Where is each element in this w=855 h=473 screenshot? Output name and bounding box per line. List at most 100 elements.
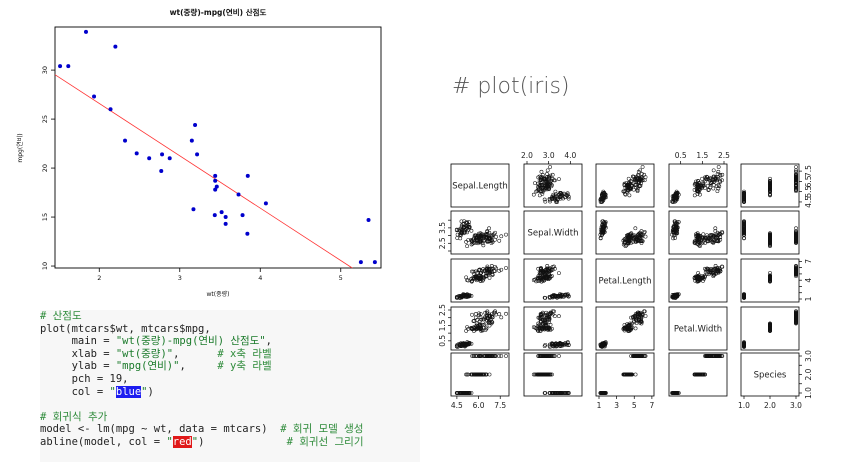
pairs-point bbox=[464, 328, 469, 333]
pairs-point bbox=[543, 391, 548, 395]
pairs-point bbox=[637, 180, 641, 184]
scatter-point bbox=[236, 192, 241, 197]
pairs-point bbox=[629, 240, 633, 245]
pairs-point bbox=[469, 228, 474, 233]
pairs-point bbox=[472, 329, 476, 333]
pairs-point bbox=[716, 270, 721, 274]
pairs-point bbox=[768, 275, 772, 280]
pairs-point bbox=[794, 165, 798, 169]
pairs-point bbox=[540, 180, 545, 184]
pairs-axis-tick-label: 2.5 bbox=[718, 151, 730, 160]
pairs-point bbox=[483, 328, 488, 332]
pairs-point bbox=[634, 182, 638, 187]
pairs-point bbox=[540, 354, 545, 358]
scatter-x-tick-label: 3 bbox=[178, 274, 182, 282]
pairs-point bbox=[638, 354, 643, 358]
pairs-point bbox=[600, 223, 605, 228]
pairs-point bbox=[639, 314, 644, 319]
pairs-point bbox=[633, 226, 638, 231]
pairs-point bbox=[481, 354, 486, 358]
pairs-point bbox=[711, 186, 716, 191]
pairs-point bbox=[705, 267, 710, 272]
pairs-point bbox=[708, 182, 713, 187]
pairs-point bbox=[473, 274, 478, 279]
pairs-point bbox=[794, 230, 798, 235]
pairs-point bbox=[710, 354, 715, 358]
pairs-point bbox=[675, 197, 680, 201]
code-token: " bbox=[109, 385, 116, 398]
pairs-point bbox=[490, 240, 495, 244]
scatter-ylabel: mpg(연비) bbox=[16, 133, 24, 162]
pairs-point bbox=[713, 266, 717, 271]
pairs-point bbox=[711, 271, 716, 276]
pairs-point bbox=[538, 319, 543, 324]
pairs-point bbox=[478, 231, 483, 236]
code-line: pch = 19, bbox=[40, 373, 420, 386]
pairs-point bbox=[551, 196, 556, 201]
pairs-point bbox=[627, 193, 632, 198]
pairs-panel bbox=[668, 258, 728, 303]
pairs-point bbox=[549, 311, 554, 316]
pairs-point bbox=[469, 341, 474, 346]
pairs-point bbox=[550, 177, 555, 181]
pairs-point bbox=[539, 175, 543, 179]
scatter-point bbox=[159, 169, 164, 174]
pairs-point bbox=[487, 275, 492, 280]
scatter-y-tick-label: 20 bbox=[41, 164, 49, 172]
code-token: pch = 19, bbox=[40, 372, 129, 385]
pairs-point bbox=[635, 312, 639, 316]
pairs-point bbox=[742, 294, 746, 299]
pairs-point bbox=[539, 169, 544, 174]
code-token: ) bbox=[147, 385, 154, 398]
pairs-point bbox=[552, 314, 557, 319]
pairs-point bbox=[459, 225, 464, 229]
pairs-point bbox=[467, 220, 471, 224]
pairs-axis-tick-label: 3.0 bbox=[804, 350, 813, 362]
pairs-point bbox=[553, 294, 558, 298]
pairs-point bbox=[638, 230, 643, 235]
pairs-point bbox=[712, 174, 717, 179]
pairs-point bbox=[488, 354, 493, 358]
pairs-point bbox=[543, 323, 548, 328]
pairs-point bbox=[462, 219, 467, 224]
code-token: # 산점도 bbox=[40, 310, 82, 322]
pairs-point bbox=[473, 269, 478, 274]
code-token: " bbox=[141, 385, 148, 398]
pairs-point bbox=[564, 292, 568, 297]
pairs-point bbox=[629, 186, 633, 191]
pairs-point bbox=[545, 276, 549, 281]
pairs-point bbox=[710, 177, 715, 182]
pairs-point bbox=[635, 186, 640, 191]
pairs-point bbox=[486, 267, 491, 272]
pairs-point bbox=[491, 354, 496, 358]
pairs-point bbox=[768, 326, 772, 330]
scatter-point bbox=[189, 138, 194, 143]
pairs-point bbox=[601, 341, 606, 346]
pairs-point bbox=[603, 221, 608, 226]
pairs-point bbox=[479, 275, 484, 280]
pairs-point bbox=[538, 354, 543, 358]
scatter-title: wt(중량)-mpg(연비) 산점도 bbox=[170, 7, 267, 17]
scatter-point bbox=[213, 173, 218, 178]
pairs-point bbox=[544, 177, 549, 182]
pairs-point bbox=[642, 229, 647, 234]
pairs-point bbox=[696, 179, 700, 183]
pairs-point bbox=[768, 176, 772, 181]
pairs-point bbox=[533, 277, 537, 282]
pairs-point bbox=[642, 178, 647, 183]
code-token: xlab = bbox=[40, 347, 116, 360]
pairs-point bbox=[464, 275, 469, 280]
pairs-point bbox=[708, 268, 712, 273]
pairs-point bbox=[483, 316, 487, 321]
pairs-point bbox=[486, 235, 491, 239]
pairs-point bbox=[465, 325, 469, 329]
pairs-point bbox=[637, 354, 641, 358]
pairs-point bbox=[696, 189, 701, 194]
scatter-point bbox=[113, 44, 118, 49]
pairs-point bbox=[703, 185, 707, 190]
pairs-point bbox=[639, 321, 644, 326]
pairs-point bbox=[638, 177, 643, 182]
pairs-point bbox=[742, 344, 746, 348]
pairs-point bbox=[794, 270, 798, 275]
pairs-axis-tick-label: 1 bbox=[597, 401, 602, 410]
